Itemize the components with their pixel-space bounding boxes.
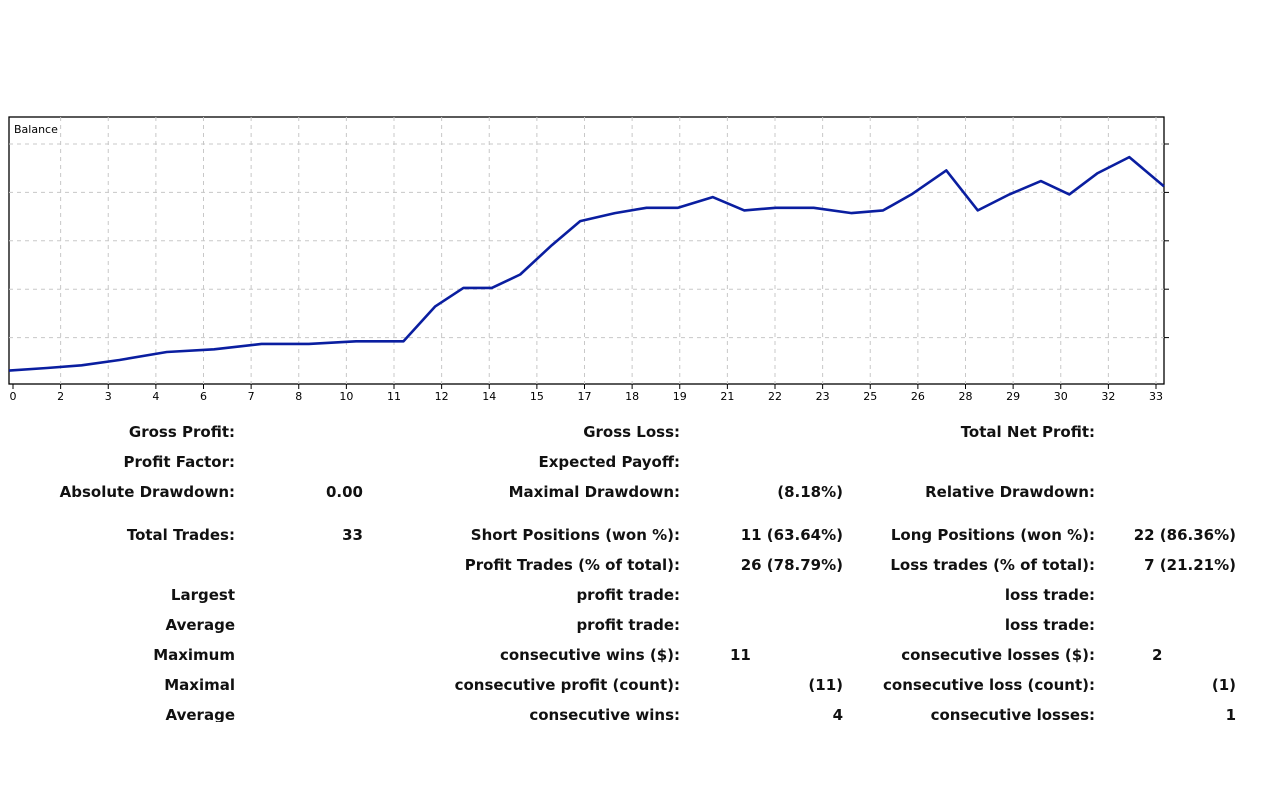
stat-value: 11: [730, 646, 751, 664]
stat-value: (8.18%): [777, 483, 843, 501]
x-tick-label: 19: [673, 390, 687, 403]
x-tick-label: 7: [248, 390, 255, 403]
stat-label: consecutive wins ($):: [499, 646, 680, 664]
x-tick-label: 4: [152, 390, 159, 403]
stat-label: profit trade:: [576, 616, 680, 634]
x-tick-label: 8: [295, 390, 302, 403]
stat-label: Gross Profit:: [128, 423, 235, 441]
x-tick-label: 0: [10, 390, 17, 403]
stat-value: 7 (21.21%): [1144, 556, 1236, 574]
balance-line: [8, 155, 1165, 372]
stat-value: 33: [342, 526, 363, 544]
stat-label: Maximal: [164, 676, 235, 694]
stat-value: 11 (63.64%): [740, 526, 843, 544]
x-tick-label: 18: [625, 390, 639, 403]
stat-label: loss trade:: [1004, 616, 1095, 634]
x-tick-label: 26: [911, 390, 925, 403]
x-tick-label: 28: [959, 390, 973, 403]
stat-label: Total Net Profit:: [960, 423, 1095, 441]
chart-title: Balance: [14, 123, 58, 136]
stat-value: 0.00: [325, 483, 363, 501]
stat-label: Absolute Drawdown:: [59, 483, 235, 501]
x-tick-label: 6: [200, 390, 207, 403]
stat-label: Average: [165, 616, 235, 634]
x-tick-label: 15: [530, 390, 544, 403]
stat-label: Average: [165, 706, 235, 724]
stat-value: 4: [832, 706, 843, 724]
stat-value: 2: [1152, 646, 1163, 664]
x-tick-label: 11: [387, 390, 401, 403]
x-tick-label: 3: [105, 390, 112, 403]
stat-value: 1: [1225, 706, 1236, 724]
stat-value: (1): [1211, 676, 1236, 694]
plot-frame: [8, 116, 1165, 385]
stat-label: consecutive wins:: [529, 706, 680, 724]
stat-label: Short Positions (won %):: [470, 526, 680, 544]
x-tick-label: 29: [1006, 390, 1020, 403]
x-tick-label: 2: [57, 390, 64, 403]
stat-label: Profit Trades (% of total):: [464, 556, 680, 574]
x-tick-label: 30: [1054, 390, 1068, 403]
balance-chart: 0 2 3 4 6 7 8 10 11 12 14 15 17 18 19 21 22 23 25 26 28 29 30 3…: [8, 116, 1169, 403]
bottom-clip: [0, 722, 1278, 799]
stat-label: loss trade:: [1004, 586, 1095, 604]
x-tick-label: 14: [482, 390, 496, 403]
stat-label: Largest: [170, 586, 235, 604]
stat-label: consecutive losses:: [930, 706, 1095, 724]
x-tick-label: 22: [768, 390, 782, 403]
stat-label: profit trade:: [576, 586, 680, 604]
stat-value: 22 (86.36%): [1133, 526, 1236, 544]
stat-value: 26 (78.79%): [740, 556, 843, 574]
stat-label: Loss trades (% of total):: [890, 556, 1095, 574]
stat-label: consecutive profit (count):: [454, 676, 680, 694]
stat-label: consecutive losses ($):: [901, 646, 1095, 664]
x-tick-label: 33: [1149, 390, 1163, 403]
stat-label: Maximal Drawdown:: [508, 483, 680, 501]
x-tick-label: 25: [863, 390, 877, 403]
stat-label: consecutive loss (count):: [883, 676, 1095, 694]
x-tick-label: 10: [339, 390, 353, 403]
stat-label: Long Positions (won %):: [890, 526, 1095, 544]
stat-label: Total Trades:: [126, 526, 235, 544]
stat-label: Relative Drawdown:: [925, 483, 1095, 501]
stat-label: Profit Factor:: [123, 453, 235, 471]
x-tick-label: 23: [816, 390, 830, 403]
stat-value: (11): [808, 676, 843, 694]
stat-label: Maximum: [153, 646, 235, 664]
x-tick-label: 21: [720, 390, 734, 403]
stat-label: Expected Payoff:: [538, 453, 680, 471]
stat-label: Gross Loss:: [583, 423, 680, 441]
x-tick-label: 12: [435, 390, 449, 403]
x-tick-label: 32: [1101, 390, 1115, 403]
x-tick-label: 17: [578, 390, 592, 403]
